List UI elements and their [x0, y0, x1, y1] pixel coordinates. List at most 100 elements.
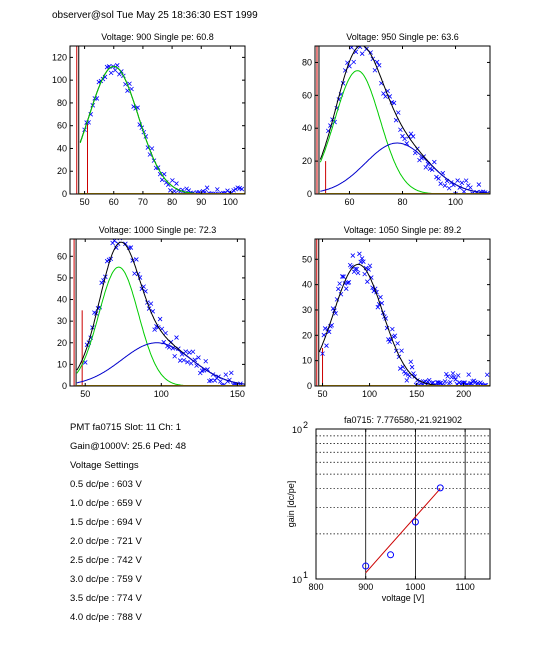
fit-curve-pe2: [76, 342, 245, 385]
chart-title: fa0715: 7.776580,-21.921902: [344, 415, 462, 425]
y-tick-label: 10: [57, 359, 67, 369]
data-point: [407, 373, 412, 379]
data-point: [442, 379, 448, 384]
setting-item: 2.5 dc/pe : 742 V: [70, 555, 142, 566]
x-tick-label: 100: [223, 197, 238, 207]
x-tick-label: 100: [154, 389, 169, 399]
x-tick-label: 80: [167, 197, 177, 207]
data-point: [476, 182, 482, 187]
axes-box: [69, 45, 246, 195]
data-point: [170, 178, 175, 183]
data-point: [381, 91, 386, 96]
x-tick-label: 900: [358, 582, 373, 592]
data-point: [355, 270, 361, 276]
data-point: [350, 253, 356, 258]
data-point: [395, 110, 401, 115]
fit-curve-total: [76, 241, 245, 385]
data-point: [366, 267, 371, 272]
data-point: [229, 370, 234, 376]
data-point: [372, 67, 378, 73]
data-point: [215, 187, 220, 192]
data-point: [351, 59, 356, 65]
data-point: [453, 377, 458, 382]
data-point: [159, 177, 165, 183]
gain-fit-line: [365, 488, 441, 574]
data-point: [437, 380, 443, 386]
data-point: [468, 185, 473, 190]
data-point: [353, 266, 358, 272]
data-point: [187, 350, 192, 355]
data-point: [117, 71, 122, 77]
data-point: [108, 70, 114, 76]
data-point: [398, 127, 403, 133]
data-point: [354, 266, 360, 272]
y-tick-label: 40: [302, 123, 312, 133]
data-point: [409, 364, 415, 370]
y-tick-label: 0: [307, 189, 312, 199]
data-point: [404, 378, 410, 383]
data-point: [401, 369, 407, 374]
data-point: [383, 94, 388, 99]
plot-area: [316, 46, 490, 194]
data-point: [410, 134, 416, 139]
data-point: [172, 353, 177, 359]
y-tick-label: 40: [57, 143, 67, 153]
data-point: [148, 301, 154, 306]
data-point: [357, 251, 362, 257]
data-point: [457, 380, 462, 385]
data-point: [125, 88, 130, 93]
x-tick-label: 50: [318, 389, 328, 399]
data-point: [429, 167, 435, 172]
axes-box: [314, 45, 491, 195]
data-point: [112, 67, 118, 73]
setting-item: 3.5 dc/pe : 774 V: [70, 593, 142, 604]
y-tick-label: 10: [292, 425, 302, 435]
x-tick-label: 80: [397, 197, 407, 207]
axes-box: [69, 238, 246, 387]
data-point: [399, 348, 404, 354]
data-point: [329, 322, 335, 328]
data-point: [204, 185, 210, 190]
data-point: [172, 188, 177, 194]
y-tick-label: 10: [302, 356, 312, 366]
gain-point: [362, 562, 370, 570]
x-tick-label: 800: [308, 582, 323, 592]
x-tick-label: 1100: [455, 582, 474, 592]
info-line-pmt: PMT fa0715 Slot: 11 Ch: 1: [70, 422, 182, 433]
data-point: [359, 256, 365, 261]
data-point: [434, 380, 440, 385]
data-point: [231, 188, 236, 193]
data-point: [438, 181, 443, 186]
y-tick-label: 60: [302, 90, 312, 100]
data-point: [320, 351, 325, 356]
gain-point: [436, 484, 444, 492]
axes-box: [315, 428, 491, 580]
data-point: [190, 349, 196, 355]
data-point: [434, 174, 439, 180]
data-point: [378, 294, 383, 300]
data-point: [188, 361, 194, 366]
info-line-gain: Gain@1000V: 25.6 Ped: 48: [70, 441, 186, 452]
y-tick-label: 30: [57, 316, 67, 326]
x-tick-label: 70: [138, 197, 148, 207]
y-tick-label: 0: [62, 189, 67, 199]
data-point: [185, 359, 190, 365]
data-point: [374, 59, 380, 65]
data-point: [423, 165, 429, 170]
data-point: [196, 355, 201, 360]
fit-curve-pe2: [320, 142, 490, 194]
data-point: [450, 371, 456, 376]
data-point: [345, 280, 350, 286]
y-tick-exponent: 2: [303, 420, 308, 430]
data-point: [395, 341, 400, 346]
data-point: [337, 281, 342, 286]
y-tick-label: 20: [302, 330, 312, 340]
data-point: [343, 286, 349, 292]
data-point: [430, 380, 436, 385]
fit-curve-total: [318, 263, 490, 386]
gain-point: [387, 551, 395, 559]
x-tick-label: 90: [196, 197, 206, 207]
y-tick-label: 80: [302, 57, 312, 67]
data-point: [432, 159, 437, 165]
x-tick-label: 50: [80, 389, 90, 399]
